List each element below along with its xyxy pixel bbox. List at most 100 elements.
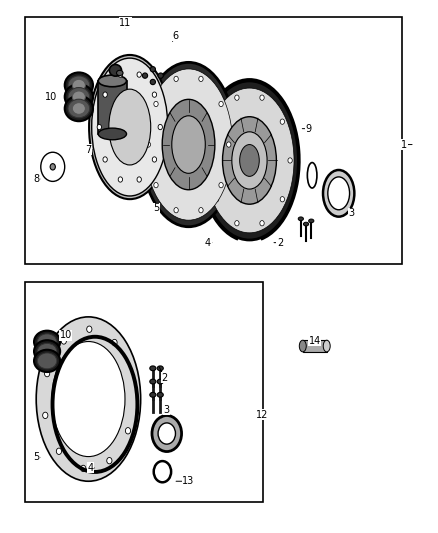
- Ellipse shape: [174, 207, 178, 213]
- Ellipse shape: [158, 423, 176, 444]
- Ellipse shape: [125, 427, 131, 434]
- Text: 13: 13: [182, 477, 194, 486]
- Ellipse shape: [72, 79, 85, 91]
- Ellipse shape: [146, 142, 151, 147]
- Ellipse shape: [152, 92, 157, 98]
- Ellipse shape: [68, 76, 90, 94]
- Ellipse shape: [223, 117, 276, 204]
- Text: 3: 3: [349, 208, 355, 219]
- Ellipse shape: [199, 76, 203, 82]
- Ellipse shape: [65, 72, 93, 98]
- Ellipse shape: [328, 177, 350, 210]
- Ellipse shape: [226, 142, 231, 147]
- Ellipse shape: [98, 75, 127, 87]
- Ellipse shape: [92, 58, 168, 196]
- Bar: [98, 81, 127, 134]
- Bar: [303, 340, 327, 352]
- Ellipse shape: [34, 340, 60, 362]
- Ellipse shape: [89, 55, 170, 199]
- Ellipse shape: [215, 119, 219, 124]
- Ellipse shape: [201, 81, 298, 240]
- Ellipse shape: [235, 221, 239, 226]
- Ellipse shape: [45, 370, 49, 377]
- Ellipse shape: [72, 91, 85, 103]
- Ellipse shape: [42, 412, 48, 418]
- Text: 12: 12: [256, 410, 268, 420]
- Ellipse shape: [110, 64, 121, 76]
- Text: 2: 2: [277, 238, 283, 248]
- Ellipse shape: [260, 95, 264, 100]
- Ellipse shape: [37, 343, 57, 359]
- Ellipse shape: [280, 119, 285, 124]
- Ellipse shape: [150, 379, 156, 384]
- Ellipse shape: [299, 340, 306, 352]
- Ellipse shape: [117, 70, 123, 76]
- Text: 7: 7: [85, 145, 92, 155]
- Text: 3: 3: [164, 405, 170, 415]
- Ellipse shape: [199, 207, 203, 213]
- Ellipse shape: [205, 88, 294, 233]
- Ellipse shape: [157, 366, 163, 370]
- Ellipse shape: [37, 334, 57, 350]
- Ellipse shape: [118, 177, 123, 182]
- Ellipse shape: [72, 103, 85, 114]
- Ellipse shape: [150, 366, 156, 370]
- Ellipse shape: [309, 219, 314, 223]
- Ellipse shape: [235, 95, 239, 100]
- Ellipse shape: [174, 76, 178, 82]
- Ellipse shape: [162, 99, 215, 190]
- Text: 14: 14: [309, 336, 321, 346]
- Ellipse shape: [298, 217, 304, 221]
- Ellipse shape: [81, 465, 86, 472]
- Ellipse shape: [219, 182, 223, 188]
- Text: 2: 2: [162, 373, 168, 383]
- Ellipse shape: [307, 163, 317, 188]
- Ellipse shape: [219, 101, 223, 107]
- Ellipse shape: [34, 330, 60, 353]
- Ellipse shape: [207, 158, 211, 163]
- Text: 10: 10: [45, 92, 57, 102]
- Ellipse shape: [98, 128, 127, 140]
- Ellipse shape: [172, 116, 205, 173]
- Ellipse shape: [240, 144, 259, 176]
- Ellipse shape: [145, 69, 233, 220]
- Ellipse shape: [103, 92, 107, 98]
- Ellipse shape: [37, 353, 57, 369]
- Ellipse shape: [109, 89, 151, 165]
- Text: 9: 9: [305, 124, 311, 134]
- Ellipse shape: [41, 152, 65, 181]
- Ellipse shape: [158, 124, 162, 130]
- Ellipse shape: [157, 379, 163, 384]
- Ellipse shape: [280, 197, 285, 202]
- Text: 4: 4: [88, 463, 94, 473]
- Text: 8: 8: [33, 174, 39, 184]
- Bar: [25, 17, 402, 264]
- Ellipse shape: [87, 326, 92, 333]
- Ellipse shape: [107, 457, 112, 464]
- Ellipse shape: [304, 222, 309, 226]
- Ellipse shape: [152, 416, 182, 451]
- Ellipse shape: [97, 124, 102, 130]
- Ellipse shape: [52, 342, 125, 457]
- Ellipse shape: [112, 340, 117, 346]
- Ellipse shape: [34, 350, 60, 372]
- Ellipse shape: [65, 84, 93, 110]
- Ellipse shape: [142, 73, 148, 78]
- Ellipse shape: [232, 132, 267, 189]
- Text: 6: 6: [173, 31, 179, 41]
- Ellipse shape: [61, 338, 67, 344]
- Ellipse shape: [150, 79, 155, 85]
- Ellipse shape: [158, 73, 163, 78]
- Ellipse shape: [323, 170, 354, 216]
- Ellipse shape: [157, 392, 163, 397]
- Ellipse shape: [68, 99, 90, 118]
- Ellipse shape: [50, 164, 55, 170]
- Text: 5: 5: [33, 453, 39, 463]
- Ellipse shape: [36, 317, 141, 481]
- Text: 5: 5: [153, 203, 159, 213]
- Ellipse shape: [215, 197, 219, 202]
- Ellipse shape: [65, 96, 93, 121]
- Ellipse shape: [150, 392, 156, 397]
- Ellipse shape: [260, 221, 264, 226]
- Ellipse shape: [288, 158, 292, 163]
